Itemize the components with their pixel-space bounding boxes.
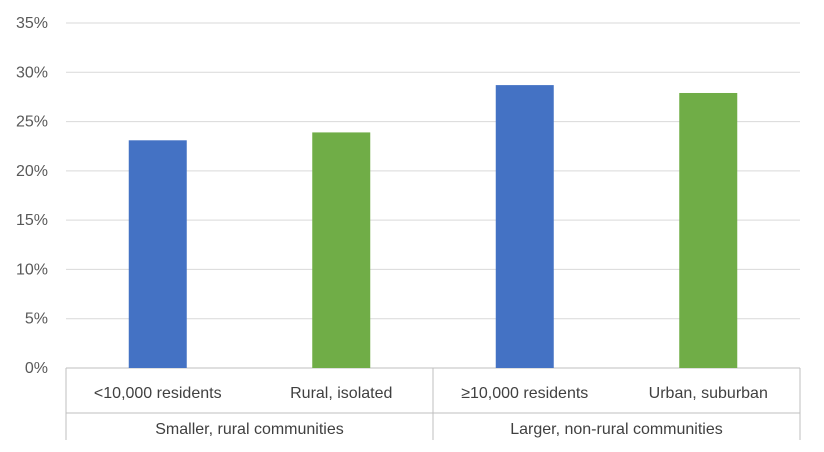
y-axis-ticks: 0% 5% 10% 15% 20% 25% 30% 35% xyxy=(16,15,48,377)
group-label: Larger, non-rural communities xyxy=(510,421,723,438)
y-tick-label: 5% xyxy=(25,311,48,328)
bar xyxy=(679,92,738,368)
category-label: Rural, isolated xyxy=(290,385,392,402)
bar xyxy=(495,85,554,368)
gridlines xyxy=(66,22,800,369)
category-label: Urban, suburban xyxy=(649,385,768,402)
group-label: Smaller, rural communities xyxy=(155,421,344,438)
category-label: ≥10,000 residents xyxy=(461,385,588,402)
y-tick-label: 20% xyxy=(16,163,48,180)
y-tick-label: 35% xyxy=(16,15,48,32)
y-tick-label: 15% xyxy=(16,212,48,229)
x-axis: <10,000 residents Rural, isolated ≥10,000 … xyxy=(65,368,801,440)
y-tick-label: 30% xyxy=(16,64,48,81)
y-tick-label: 25% xyxy=(16,114,48,131)
category-label: <10,000 residents xyxy=(94,385,222,402)
bar xyxy=(128,140,187,368)
y-tick-label: 0% xyxy=(25,360,48,377)
y-tick-label: 10% xyxy=(16,261,48,278)
bars xyxy=(128,85,738,368)
bar xyxy=(312,132,371,368)
